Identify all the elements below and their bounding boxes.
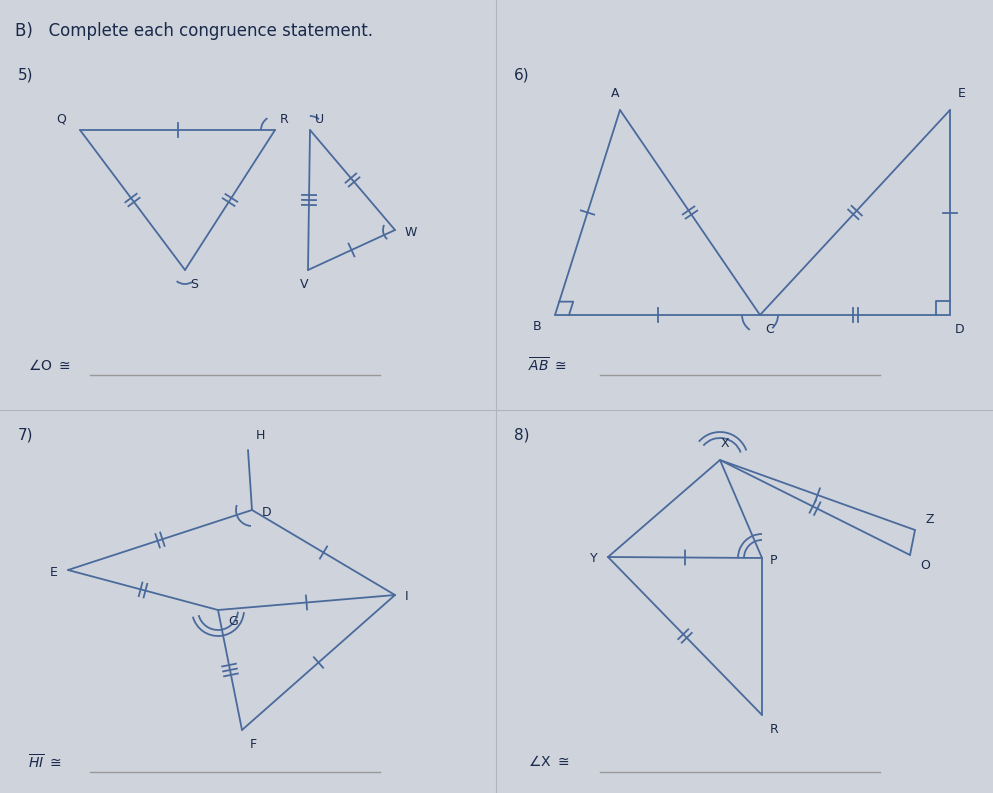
Text: V: V — [300, 278, 308, 291]
Text: Z: Z — [925, 513, 933, 526]
Text: $\overline{HI}$ $\cong$: $\overline{HI}$ $\cong$ — [28, 753, 62, 771]
Text: I: I — [405, 591, 409, 603]
Text: X: X — [721, 437, 729, 450]
Text: W: W — [405, 225, 417, 239]
Text: U: U — [315, 113, 324, 126]
Text: B)   Complete each congruence statement.: B) Complete each congruence statement. — [15, 22, 373, 40]
Text: B: B — [532, 320, 541, 333]
Text: E: E — [50, 565, 58, 579]
Text: H: H — [256, 429, 265, 442]
Text: A: A — [611, 87, 620, 100]
Text: O: O — [920, 559, 929, 572]
Text: S: S — [190, 278, 198, 291]
Text: Y: Y — [591, 553, 598, 565]
Text: R: R — [770, 723, 779, 736]
Text: E: E — [958, 87, 966, 100]
Text: G: G — [228, 615, 237, 628]
Text: Q: Q — [57, 113, 66, 126]
Text: 8): 8) — [514, 428, 529, 443]
Text: 6): 6) — [514, 68, 529, 83]
Text: 5): 5) — [18, 68, 34, 83]
Text: $\angle$X $\cong$: $\angle$X $\cong$ — [528, 754, 569, 769]
Text: C: C — [765, 323, 774, 336]
Text: $\overline{AB}$ $\cong$: $\overline{AB}$ $\cong$ — [528, 356, 567, 374]
Text: R: R — [280, 113, 289, 126]
Text: 7): 7) — [18, 428, 34, 443]
Text: P: P — [770, 554, 778, 566]
Text: D: D — [955, 323, 964, 336]
Text: F: F — [250, 738, 257, 751]
Text: $\angle$O $\cong$: $\angle$O $\cong$ — [28, 358, 71, 373]
Text: D: D — [262, 505, 272, 519]
